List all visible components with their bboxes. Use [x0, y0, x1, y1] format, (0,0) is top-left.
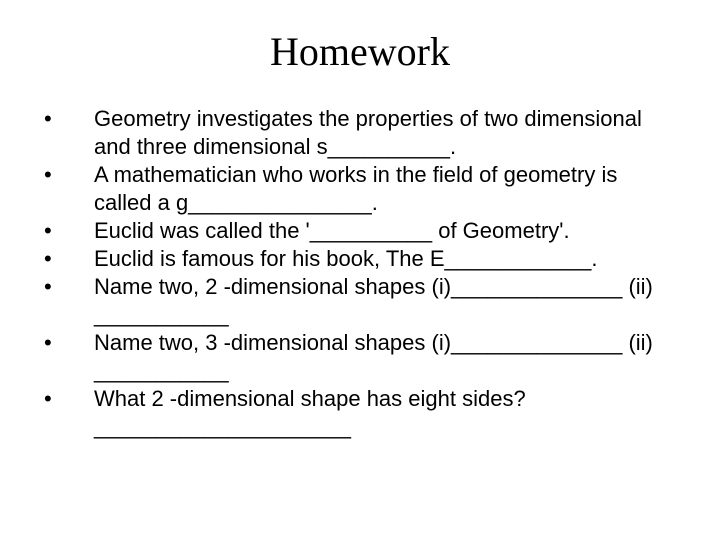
list-item-text: A mathematician who works in the field o…	[94, 161, 680, 217]
slide: Homework • Geometry investigates the pro…	[0, 0, 720, 540]
bullet-icon: •	[40, 105, 94, 133]
list-item-text: What 2 -dimensional shape has eight side…	[94, 385, 680, 441]
list-item-text: Euclid is famous for his book, The E____…	[94, 245, 680, 273]
bullet-list: • Geometry investigates the properties o…	[0, 95, 720, 441]
page-title: Homework	[0, 0, 720, 95]
list-item-text: Name two, 3 -dimensional shapes (i)_____…	[94, 329, 680, 385]
bullet-icon: •	[40, 273, 94, 301]
bullet-icon: •	[40, 245, 94, 273]
list-item-text: Geometry investigates the properties of …	[94, 105, 680, 161]
list-item: • Geometry investigates the properties o…	[40, 105, 680, 161]
list-item: • Euclid was called the '__________ of G…	[40, 217, 680, 245]
list-item: • What 2 -dimensional shape has eight si…	[40, 385, 680, 441]
list-item: • Euclid is famous for his book, The E__…	[40, 245, 680, 273]
bullet-icon: •	[40, 217, 94, 245]
list-item-text: Name two, 2 -dimensional shapes (i)_____…	[94, 273, 680, 329]
bullet-icon: •	[40, 385, 94, 413]
list-item: • Name two, 2 -dimensional shapes (i)___…	[40, 273, 680, 329]
list-item-text: Euclid was called the '__________ of Geo…	[94, 217, 680, 245]
list-item: • A mathematician who works in the field…	[40, 161, 680, 217]
list-item: • Name two, 3 -dimensional shapes (i)___…	[40, 329, 680, 385]
bullet-icon: •	[40, 161, 94, 189]
bullet-icon: •	[40, 329, 94, 357]
